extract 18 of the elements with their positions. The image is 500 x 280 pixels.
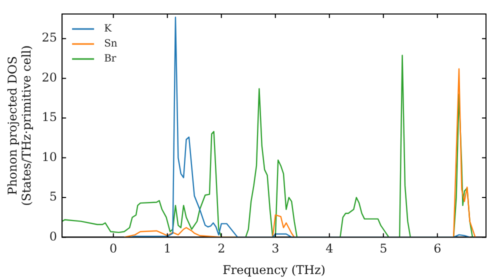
legend-label: Br xyxy=(104,54,116,65)
y-tick-label: 0 xyxy=(49,229,58,244)
x-tick-label: 3 xyxy=(272,242,280,256)
y-tick-label: 10 xyxy=(42,150,58,164)
x-tick-label: 1 xyxy=(164,242,172,256)
legend-label: Sn xyxy=(104,38,118,50)
y-tick-label: 20 xyxy=(42,70,58,84)
x-tick-label: 5 xyxy=(380,242,388,256)
x-axis-title: Frequency (THz) xyxy=(222,262,326,277)
x-tick-label: 6 xyxy=(434,242,442,256)
y-tick-label: 15 xyxy=(42,110,58,124)
x-tick-label: 0 xyxy=(110,242,118,256)
y-tick-label: 5 xyxy=(49,190,58,204)
y-tick-label: 25 xyxy=(42,30,58,45)
x-tick-label: 4 xyxy=(326,242,334,256)
x-tick-label: 2 xyxy=(218,242,226,256)
legend-label: K xyxy=(104,24,112,35)
y-axis-title: Phonon projected DOS (States/THz·primitive cell) xyxy=(5,45,34,206)
